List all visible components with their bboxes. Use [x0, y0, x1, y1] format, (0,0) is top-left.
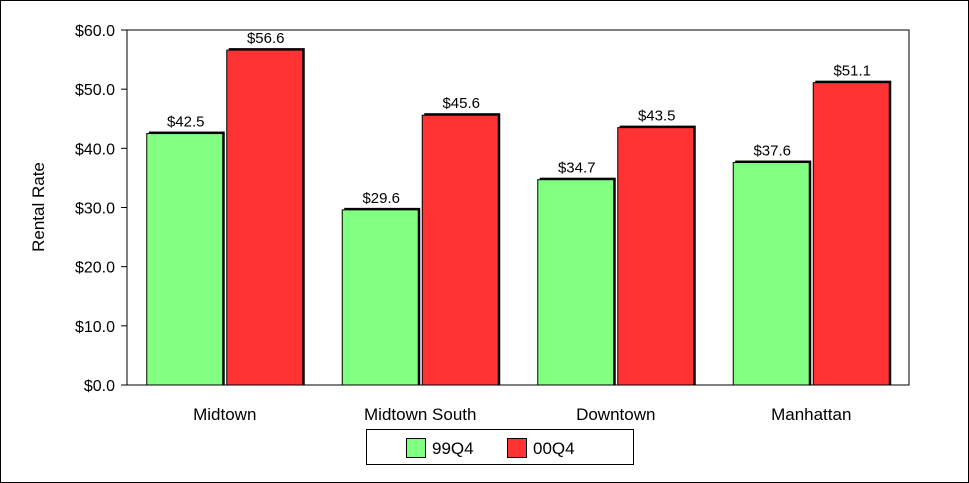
y-tick-label: $20.0 [75, 260, 115, 277]
bar-series-group: $42.5 $56.6 $29.6 $45.6 $34.7 $43.5 $37.6 $51.1 [146, 30, 892, 386]
bar [421, 114, 499, 386]
x-category-label: Manhattan [771, 405, 851, 424]
x-category-label: Midtown [193, 405, 256, 424]
bar-value-label: $51.1 [833, 63, 871, 80]
y-axis-title: Rental Rate [29, 162, 48, 252]
bar [732, 162, 810, 386]
bar [226, 49, 304, 386]
bar-value-label: $29.6 [362, 190, 400, 207]
y-tick-label: $60.0 [75, 23, 115, 40]
y-tick-label: $50.0 [75, 82, 115, 99]
x-category-label: Downtown [576, 405, 655, 424]
legend: 99Q4 00Q4 [366, 429, 634, 465]
y-axis: $0.0 $10.0 $20.0 $30.0 $40.0 $50.0 $60.0 [75, 23, 127, 395]
legend-swatch-00q4 [507, 438, 527, 458]
bar [617, 127, 695, 386]
x-category-label: Midtown South [364, 405, 476, 424]
bar-value-label: $56.6 [247, 30, 285, 47]
bar-value-label: $37.6 [753, 143, 791, 160]
bar-value-label: $34.7 [558, 160, 596, 177]
y-tick-label: $10.0 [75, 319, 115, 336]
bar-value-label: $42.5 [167, 114, 205, 131]
legend-label-99q4: 99Q4 [432, 439, 474, 458]
bar [146, 133, 224, 386]
bar-value-label: $45.6 [442, 95, 480, 112]
x-axis: Midtown Midtown South Downtown Manhattan [193, 405, 851, 424]
bar-value-label: $43.5 [638, 108, 676, 125]
y-tick-label: $30.0 [75, 201, 115, 218]
bar [537, 179, 615, 386]
legend-swatch-99q4 [406, 438, 426, 458]
legend-label-00q4: 00Q4 [533, 439, 575, 458]
y-tick-label: $40.0 [75, 141, 115, 158]
bar [812, 82, 890, 386]
bar [341, 209, 419, 386]
y-tick-label: $0.0 [84, 378, 115, 395]
